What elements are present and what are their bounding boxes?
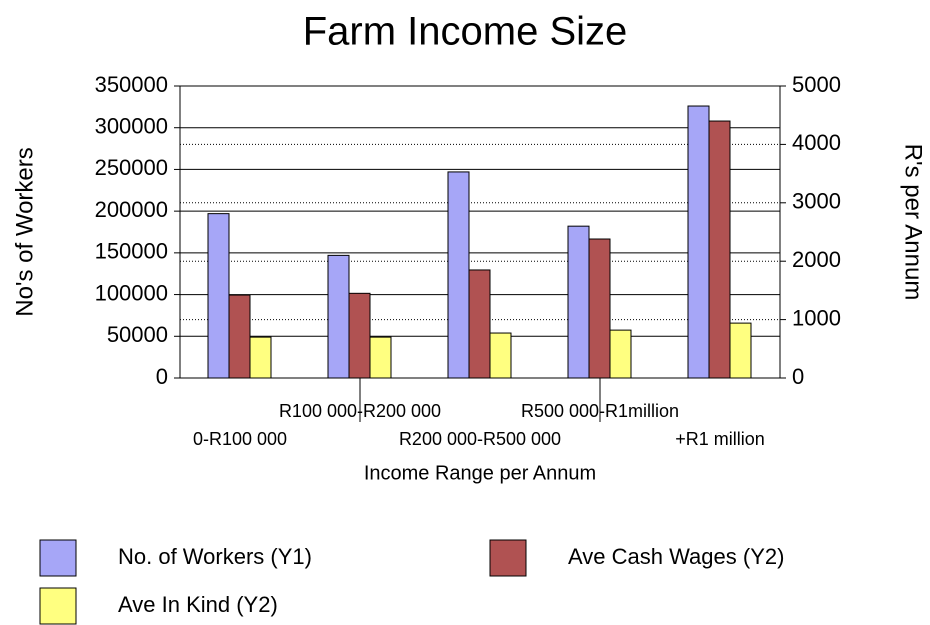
bar [327, 254, 350, 379]
y-tick-label: 0 [156, 364, 168, 389]
x-axis-label: Income Range per Annum [364, 462, 596, 484]
x-tick-label: 0-R100 000 [193, 429, 287, 449]
bar [228, 294, 251, 379]
legend-label: Ave Cash Wages (Y2) [568, 544, 784, 569]
y-tick-label: 350000 [95, 72, 168, 97]
y2-tick-label: 5000 [792, 72, 841, 97]
bar [369, 336, 392, 379]
y-tick-label: 150000 [95, 239, 168, 264]
legend-swatch [39, 539, 77, 577]
bar [207, 213, 230, 379]
bar [708, 120, 731, 379]
y2-axis-label: R's per Annum [900, 144, 927, 301]
y-tick-label: 250000 [95, 155, 168, 180]
bar [489, 332, 512, 379]
x-tick-label: +R1 million [675, 429, 765, 449]
y-tick-label: 50000 [107, 322, 168, 347]
y-tick-label: 300000 [95, 114, 168, 139]
x-tick-label: R200 000-R500 000 [399, 429, 561, 449]
y2-tick-label: 0 [792, 364, 804, 389]
bar [588, 238, 611, 379]
bar [249, 336, 272, 379]
bar [468, 269, 491, 379]
y-axis-label: No's of Workers [11, 147, 38, 317]
y2-tick-label: 4000 [792, 130, 841, 155]
y-tick-label: 100000 [95, 280, 168, 305]
legend-swatch [489, 539, 527, 577]
legend-label: Ave In Kind (Y2) [118, 592, 278, 617]
bar [567, 225, 590, 379]
x-tick-label: R100 000-R200 000 [279, 401, 441, 421]
bar [729, 322, 752, 379]
bar [348, 292, 371, 379]
x-tick-label: R500 000-R1million [521, 401, 679, 421]
y2-tick-label: 3000 [792, 189, 841, 214]
bar [609, 329, 632, 379]
bar [687, 105, 710, 379]
y2-tick-label: 2000 [792, 247, 841, 272]
y-tick-label: 200000 [95, 197, 168, 222]
legend-swatch [39, 587, 77, 625]
legend-label: No. of Workers (Y1) [118, 544, 312, 569]
chart-title: Farm Income Size [303, 10, 628, 54]
bar [447, 171, 470, 379]
y2-tick-label: 1000 [792, 305, 841, 330]
